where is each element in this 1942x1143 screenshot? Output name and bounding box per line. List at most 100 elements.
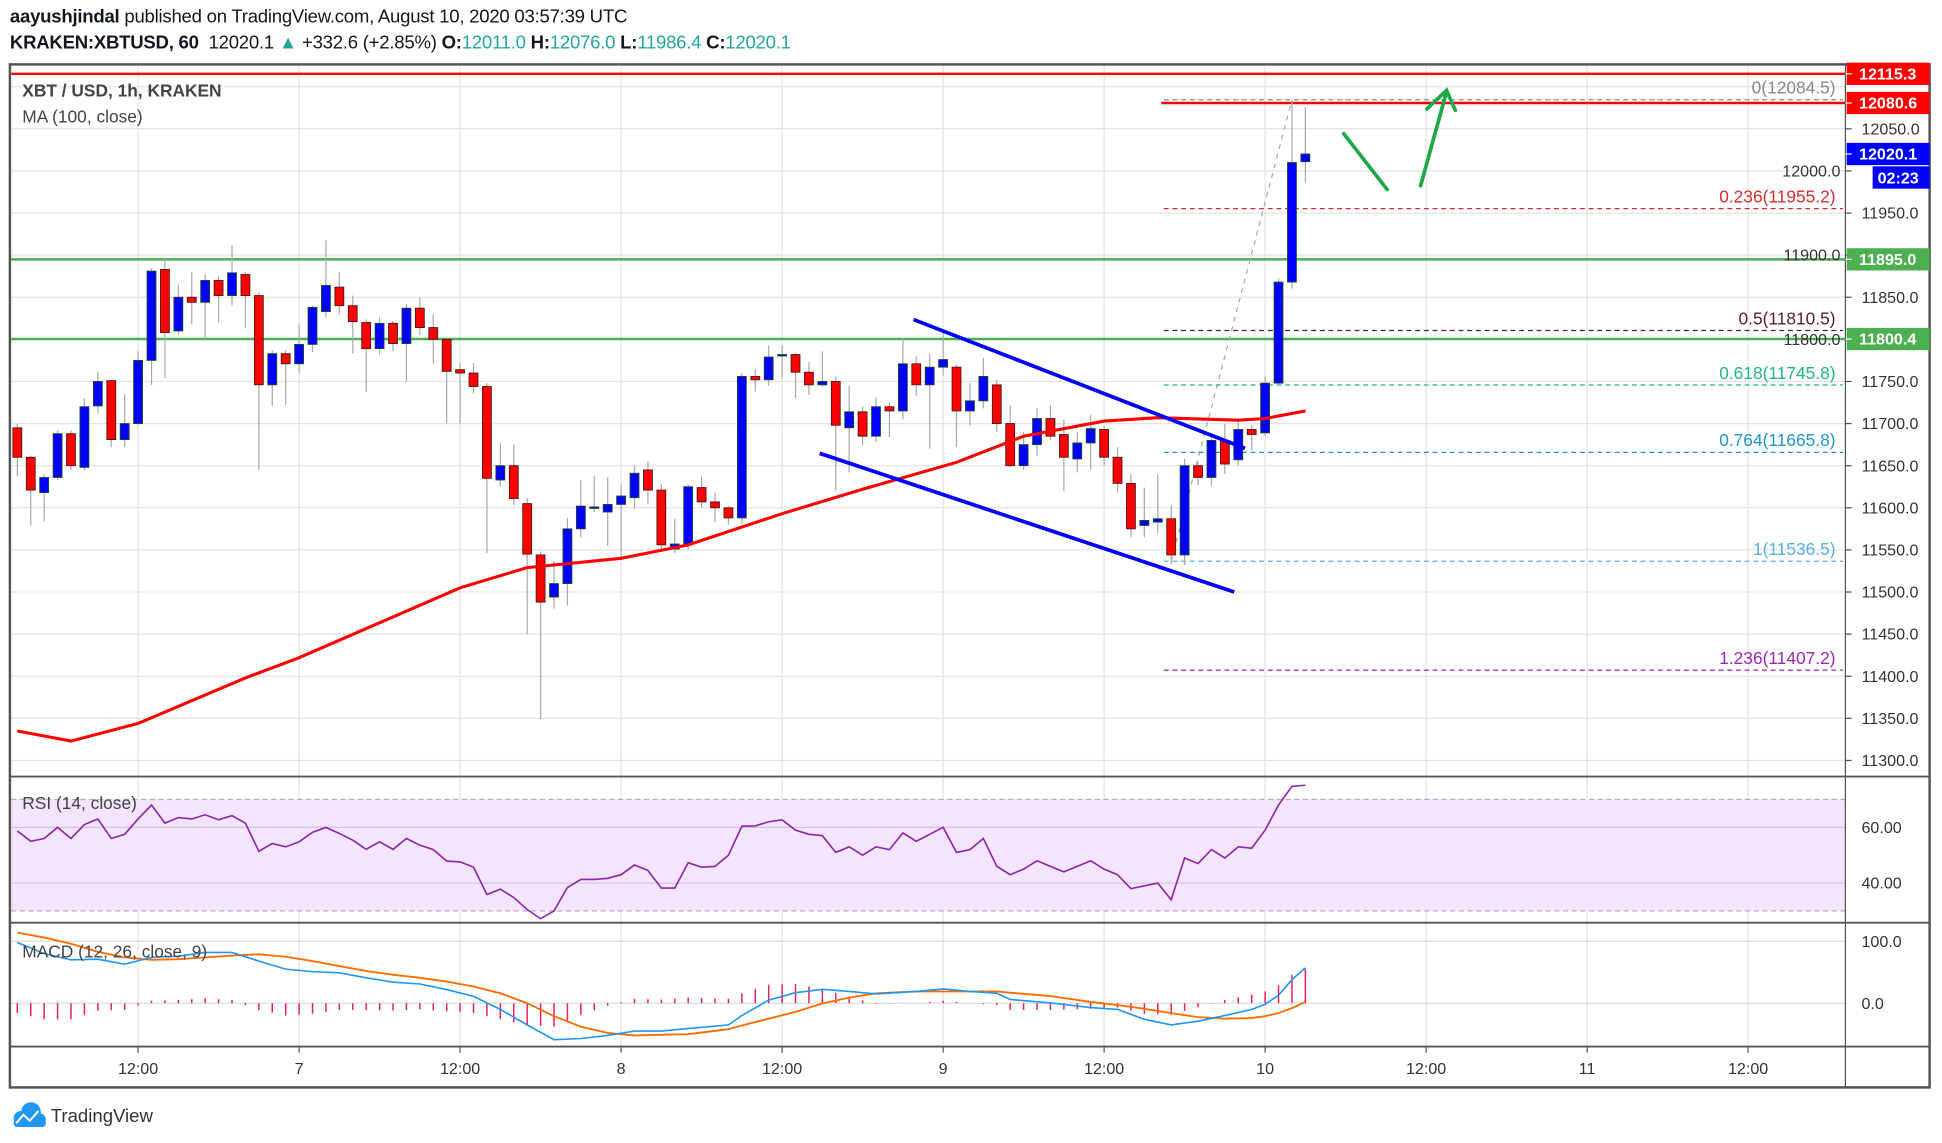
candle-down bbox=[414, 307, 425, 328]
triangle-up-icon: ▲ bbox=[278, 32, 298, 54]
candle-down bbox=[723, 507, 734, 519]
legend-macd[interactable]: MACD (12, 26, close, 9) bbox=[22, 941, 207, 961]
candle-up bbox=[39, 477, 50, 494]
candle-up bbox=[1273, 281, 1284, 384]
candle-up bbox=[763, 356, 774, 381]
candle-up bbox=[817, 381, 828, 386]
candle-up bbox=[924, 366, 935, 386]
candle-down bbox=[750, 375, 761, 381]
candle-up bbox=[871, 406, 881, 437]
time-tick-label: 9 bbox=[939, 1060, 948, 1078]
candle-up bbox=[133, 359, 143, 425]
low-label: L: bbox=[620, 32, 638, 54]
candle-down bbox=[535, 554, 546, 603]
candle-down bbox=[213, 279, 224, 296]
frame bbox=[8, 63, 1931, 1089]
publish-text: published on TradingView.com, August 10,… bbox=[119, 6, 628, 28]
arrow-head-icon bbox=[1424, 87, 1458, 113]
time-tick-label: 12:00 bbox=[1084, 1060, 1124, 1078]
price-tick-label: 11650.0 bbox=[1861, 457, 1918, 475]
price-tick-label: 11300.0 bbox=[1861, 752, 1918, 770]
candle-down bbox=[830, 381, 841, 426]
price-tick-label: 11400.0 bbox=[1861, 668, 1918, 686]
macd-tick-label: 100.0 bbox=[1861, 933, 1901, 951]
level-badge-bg bbox=[1846, 91, 1930, 115]
candle-down bbox=[643, 469, 653, 491]
candle-up bbox=[938, 359, 948, 368]
legend-title: XBT / USD, 1h, KRAKEN bbox=[22, 81, 221, 101]
fib-level-label: 0.764(11665.8) bbox=[1719, 430, 1835, 450]
main-pane[interactable]: 0(12084.5) 0.236(11955.2) 0.5(11810.5) 0.61… bbox=[11, 72, 1846, 743]
candle-up bbox=[549, 583, 559, 598]
candle-up bbox=[602, 503, 613, 513]
price-tick-label: 12050.0 bbox=[1861, 120, 1919, 138]
brand-name[interactable]: TradingView bbox=[51, 1105, 154, 1126]
last-price-badge-bg bbox=[1846, 142, 1930, 166]
candle-up bbox=[1260, 382, 1271, 434]
countdown-badge: 02:23 bbox=[1878, 170, 1919, 188]
candle-down bbox=[1246, 429, 1257, 435]
candle-down bbox=[468, 372, 479, 387]
level-badge: 11800.4 bbox=[1859, 331, 1916, 349]
candle-down bbox=[160, 269, 170, 334]
rsi-band-lines bbox=[11, 798, 1846, 912]
candle-down bbox=[1166, 518, 1177, 556]
candle-up bbox=[294, 343, 304, 365]
price-tick-label: 12000.0 bbox=[1782, 162, 1840, 180]
ma-100-line bbox=[17, 409, 1306, 743]
time-tick-label: 12:00 bbox=[1728, 1060, 1768, 1078]
fib-level-label: 0.5(11810.5) bbox=[1739, 308, 1836, 328]
candle-down bbox=[857, 411, 868, 437]
candle-down bbox=[66, 433, 76, 467]
rsi-band bbox=[11, 798, 1846, 911]
macd-line bbox=[17, 941, 1306, 1041]
candle-up bbox=[844, 411, 855, 429]
candle-up bbox=[575, 505, 586, 530]
author-name[interactable]: aayushjindal bbox=[9, 6, 120, 28]
candle-down bbox=[240, 274, 251, 296]
candle-up bbox=[401, 307, 412, 344]
candle-down bbox=[911, 363, 922, 386]
fib-trend-line bbox=[1170, 99, 1293, 562]
candle-down bbox=[790, 354, 801, 373]
pullback-stroke bbox=[1341, 131, 1390, 192]
time-tick-label: 12:00 bbox=[118, 1060, 158, 1078]
candle-down bbox=[280, 353, 291, 365]
time-tick-label: 12:00 bbox=[440, 1060, 480, 1078]
candle-up bbox=[562, 528, 573, 585]
candle-up bbox=[589, 506, 600, 509]
price-tick-label: 11700.0 bbox=[1861, 415, 1918, 433]
candle-up bbox=[173, 296, 184, 332]
symbol-info: KRAKEN:XBTUSD, 60 12020.1 ▲ +332.6 (+2.8… bbox=[10, 32, 791, 53]
candle-down bbox=[441, 338, 452, 372]
rsi-pane[interactable] bbox=[16, 784, 1306, 920]
symbol-label: KRAKEN:XBTUSD, 60 bbox=[9, 32, 199, 54]
level-badge: 11895.0 bbox=[1859, 251, 1916, 269]
level-badge: 12115.3 bbox=[1859, 65, 1916, 83]
fib-level-label: 0(12084.5) bbox=[1752, 78, 1836, 98]
candle-up bbox=[1179, 465, 1190, 556]
fib-level-label: 0.618(11745.8) bbox=[1719, 363, 1835, 383]
time-tick-label: 11 bbox=[1579, 1060, 1596, 1078]
candle-up bbox=[374, 322, 385, 350]
candle-down bbox=[186, 296, 197, 303]
candle-up bbox=[1072, 442, 1083, 460]
candle-down bbox=[388, 322, 398, 344]
candle-down bbox=[656, 489, 667, 546]
price-badges: 12115.3 12080.6 11895.0 11800.4 12020.1 02:23 bbox=[1845, 62, 1930, 351]
channel-trend-line bbox=[819, 451, 1235, 594]
candle-down bbox=[428, 327, 439, 340]
candle-up bbox=[307, 306, 318, 345]
candle-down bbox=[1126, 482, 1136, 530]
legend-rsi[interactable]: RSI (14, close) bbox=[22, 793, 137, 813]
macd-pane[interactable] bbox=[16, 931, 1307, 1041]
legend-ma[interactable]: MA (100, close) bbox=[22, 107, 142, 127]
price-tick-label: 11350.0 bbox=[1861, 710, 1918, 728]
time-tick-label: 12:00 bbox=[762, 1060, 802, 1078]
level-badge-bg bbox=[1846, 62, 1930, 85]
rsi-tick-label: 40.00 bbox=[1861, 875, 1901, 893]
candle-up bbox=[777, 354, 787, 357]
countdown-badge-bg bbox=[1872, 166, 1930, 189]
